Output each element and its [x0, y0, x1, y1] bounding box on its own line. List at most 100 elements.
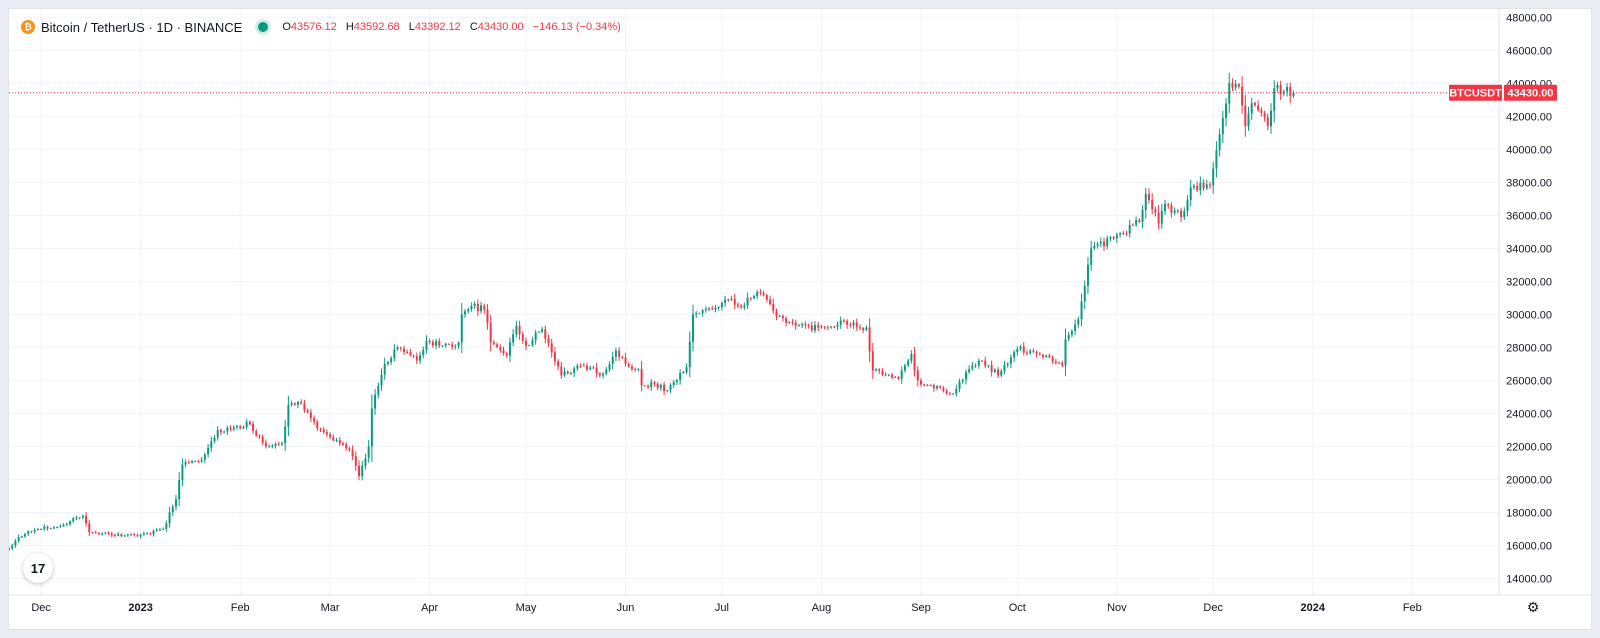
time-axis[interactable]: Dec 2023 Feb Mar Apr May Jun Jul Aug Sep Oct Nov Dec… [31, 602, 1421, 614]
candle-body [1157, 212, 1160, 224]
candle-body [932, 385, 935, 389]
candle-body [56, 527, 59, 529]
candle-body [955, 388, 958, 394]
candle-body [107, 532, 110, 534]
candle-body [875, 369, 878, 371]
market-status-dot[interactable] [258, 22, 269, 32]
candle-body [948, 393, 951, 395]
tradingview-logo-icon[interactable]: 17 [23, 553, 53, 583]
candle-body [210, 441, 213, 448]
candle-body [1167, 203, 1170, 206]
candle-body [1257, 105, 1260, 111]
candle-body [181, 464, 184, 481]
candle-body [695, 313, 698, 315]
symbol-title[interactable]: Bitcoin / TetherUS · 1D · BINANCE [41, 19, 243, 35]
candle-body [942, 387, 945, 391]
candle-body [59, 526, 62, 528]
candle-body [650, 382, 653, 388]
candle-body [1183, 210, 1186, 217]
candle-body [531, 340, 534, 346]
candle-body [505, 353, 508, 356]
candle-body [1135, 220, 1138, 226]
candle-body [1241, 86, 1244, 106]
open-value: 43576.12 [290, 21, 337, 33]
price-tag-bg [1504, 84, 1557, 101]
x-tick-label: 2024 [1301, 602, 1326, 614]
candle-body [984, 360, 987, 366]
candle-body [52, 527, 55, 529]
candle-body [736, 304, 739, 307]
candle-body [1029, 350, 1032, 354]
x-tick-label: Feb [231, 602, 250, 614]
candle-body [78, 517, 81, 519]
candle-body [480, 305, 483, 312]
candle-body [785, 318, 788, 323]
candle-body [232, 427, 235, 430]
candle-body [36, 528, 39, 531]
open-label: O [282, 21, 291, 33]
candle-body [894, 376, 897, 378]
candle-body [704, 309, 707, 311]
candle-body [675, 380, 678, 383]
candle-body [1064, 339, 1067, 366]
candle-body [1115, 234, 1118, 239]
candle-body [826, 327, 829, 329]
candle-body [804, 324, 807, 326]
price-axis[interactable]: 48000.0046000.0044000.0042000.0040000.00… [1506, 12, 1552, 585]
candle-body [415, 356, 418, 361]
candle-body [300, 402, 303, 404]
y-tick-label: 16000.00 [1506, 540, 1552, 552]
candle-body [1196, 185, 1199, 191]
candle-body [441, 345, 444, 347]
candle-body [1093, 245, 1096, 249]
candle-body [236, 426, 238, 428]
candle-body [772, 303, 775, 312]
candle-body [1253, 103, 1256, 106]
candle-body [264, 442, 267, 447]
candle-body [1019, 346, 1022, 350]
candle-body [1009, 357, 1012, 364]
candle-body [1103, 241, 1106, 247]
candle-body [1180, 210, 1183, 217]
x-tick-label: Sep [911, 602, 931, 614]
candle-body [525, 340, 527, 346]
candle-body [958, 381, 961, 389]
price-chart[interactable]: 48000.0046000.0044000.0042000.0040000.00… [9, 9, 1593, 631]
candle-body [123, 535, 126, 537]
candle-body [769, 299, 772, 304]
candle-body [852, 322, 855, 326]
candle-body [621, 356, 624, 358]
candle-body [1067, 334, 1070, 340]
candle-body [165, 523, 168, 529]
candle-body [393, 349, 396, 359]
candle-body [1016, 349, 1019, 353]
candle-body [27, 531, 30, 535]
y-tick-label: 48000.00 [1506, 12, 1552, 24]
candle-body [130, 534, 133, 536]
candle-body [322, 429, 325, 433]
candle-body [486, 309, 489, 323]
candle-body [431, 342, 434, 346]
candle-body [146, 533, 149, 535]
y-tick-label: 18000.00 [1506, 507, 1552, 519]
candle-body [547, 338, 550, 344]
candle-body [698, 313, 701, 315]
candle-body [136, 535, 139, 537]
candle-body [586, 365, 589, 370]
candle-body [142, 533, 145, 535]
candle-body [1212, 168, 1215, 186]
candle-body [325, 432, 328, 435]
candle-body [341, 443, 344, 445]
candle-body [316, 421, 319, 429]
candle-body [155, 529, 158, 531]
candle-body [765, 295, 768, 300]
settings-gear-icon[interactable]: ⚙ [1526, 599, 1540, 615]
candle-body [492, 342, 495, 345]
candle-body [380, 374, 383, 386]
candle-body [862, 327, 865, 330]
candle-body [630, 366, 633, 370]
candle-body [1205, 184, 1208, 189]
candle-body [1263, 112, 1266, 118]
candle-body [216, 429, 219, 438]
candle-body [691, 314, 694, 342]
